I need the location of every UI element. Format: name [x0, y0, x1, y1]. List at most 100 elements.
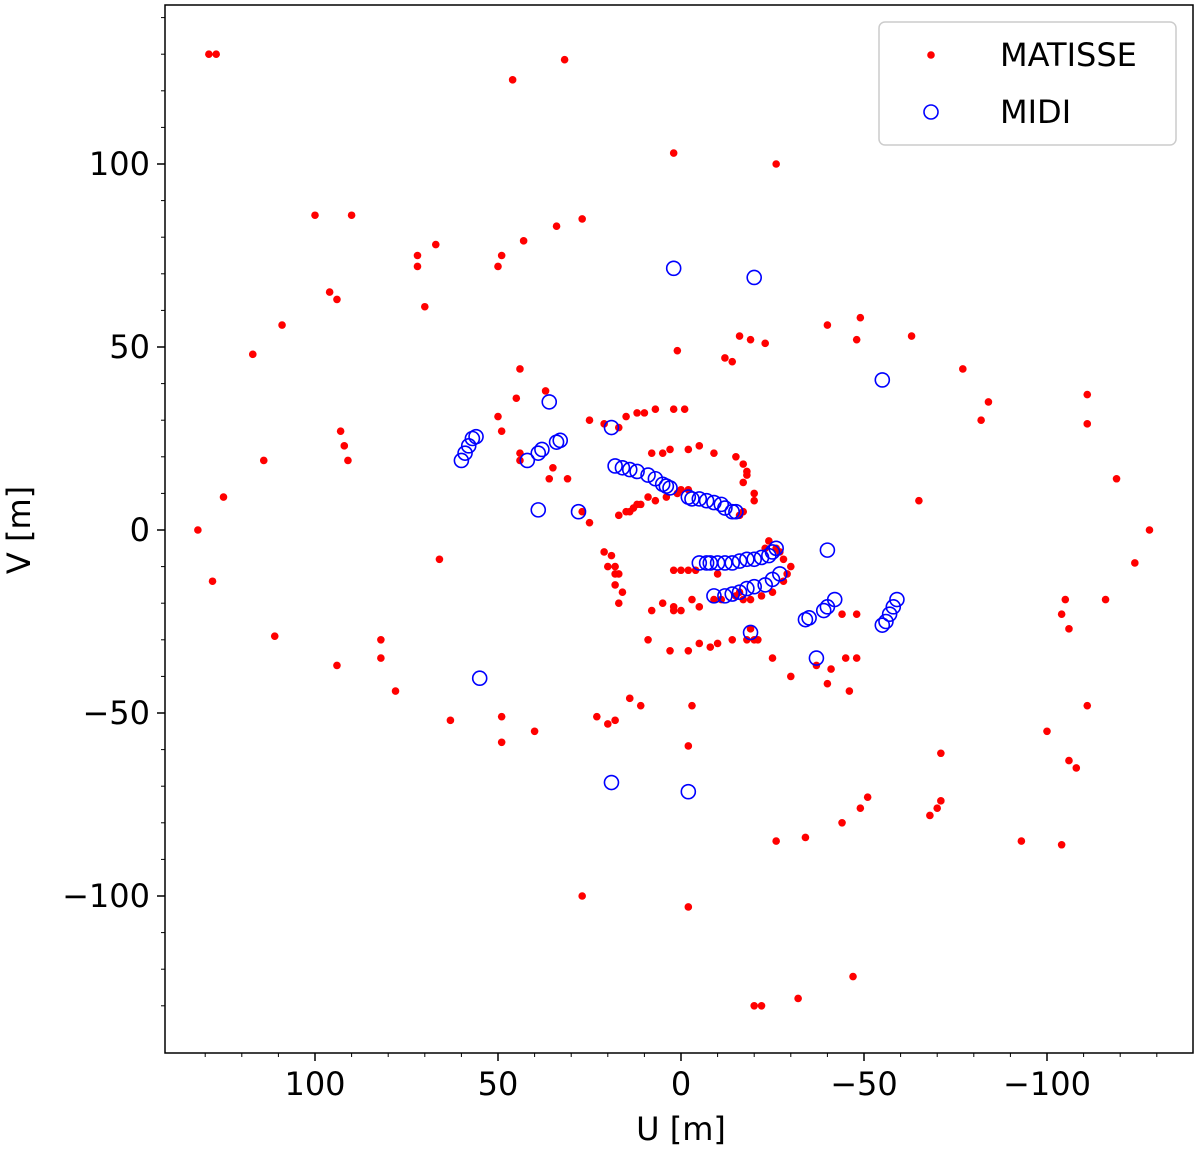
midi-point — [570, 503, 587, 520]
matisse-point — [549, 463, 557, 472]
matisse-point — [644, 636, 652, 644]
midi-point — [819, 599, 836, 615]
matisse-point — [669, 566, 678, 575]
ticks-layer: 100 50 0 −50 −100 100 50 0 −50 −100 — [62, 17, 1158, 1103]
matisse-point — [684, 742, 693, 750]
midi-point — [739, 580, 755, 597]
midi-point — [885, 599, 902, 615]
matisse-point — [347, 211, 356, 220]
midi-point — [797, 611, 814, 628]
midi-point — [713, 496, 730, 513]
midi-point — [724, 503, 741, 520]
midi-point — [552, 432, 569, 449]
matisse-point — [761, 339, 769, 348]
midi-point — [471, 670, 488, 687]
midi-point — [662, 480, 678, 496]
legend-label-matisse: MATISSE — [1000, 36, 1137, 74]
matisse-point — [604, 720, 612, 728]
y-tick-label: 50 — [109, 328, 150, 366]
matisse-point — [1057, 610, 1066, 618]
matisse-point — [413, 251, 422, 260]
matisse-point — [673, 346, 682, 355]
midi-point — [691, 555, 708, 571]
matisse-point — [937, 797, 945, 805]
matisse-point — [845, 687, 854, 695]
matisse-point — [194, 526, 202, 534]
matisse-point — [622, 412, 630, 421]
midi-point — [457, 445, 473, 461]
matisse-point — [852, 610, 861, 618]
matisse-point — [984, 398, 993, 406]
matisse-point — [413, 262, 422, 271]
matisse-point — [746, 335, 755, 344]
matisse-point — [684, 566, 693, 575]
matisse-point — [669, 405, 678, 414]
matisse-point — [545, 474, 554, 483]
matisse-point — [497, 712, 506, 721]
matisse-point — [746, 625, 755, 633]
matisse-point — [651, 496, 660, 505]
matisse-point — [563, 474, 572, 483]
matisse-point — [684, 646, 693, 655]
matisse-point — [1065, 756, 1073, 765]
matisse-point — [959, 365, 967, 373]
midi-point — [709, 555, 726, 571]
midi-point — [614, 459, 631, 476]
matisse-point — [849, 972, 857, 981]
matisse-point — [841, 654, 850, 662]
matisse-point — [772, 160, 780, 168]
matisse-point — [578, 215, 586, 223]
matisse-point — [1061, 595, 1070, 604]
matisse-point — [578, 892, 586, 900]
matisse-point — [907, 332, 916, 340]
legend-box — [878, 21, 1177, 146]
midi-point — [603, 774, 620, 791]
matisse-point — [1065, 625, 1073, 633]
matisse-point — [680, 405, 689, 414]
matisse-point — [607, 551, 616, 560]
matisse-point — [578, 507, 586, 516]
matisse-point — [497, 251, 506, 260]
midi-point — [728, 503, 744, 520]
matisse-point — [750, 1002, 758, 1010]
matisse-point — [1083, 420, 1092, 428]
matisse-point — [728, 636, 737, 644]
matisse-point — [1112, 474, 1121, 483]
matisse-point — [593, 712, 601, 721]
plot-frame — [164, 4, 1194, 1054]
matisse-point — [915, 496, 923, 505]
matisse-point — [787, 562, 795, 571]
matisse-point — [1101, 595, 1110, 604]
matisse-point — [713, 570, 722, 578]
midi-point — [889, 591, 905, 608]
matisse-point — [1017, 837, 1026, 845]
matisse-point — [669, 606, 678, 615]
matisse-point — [647, 606, 656, 615]
x-tick-label: 50 — [478, 1065, 519, 1103]
matisse-point — [494, 262, 502, 271]
midi-point — [530, 502, 547, 518]
y-axis-label: V [m] — [0, 486, 38, 574]
matisse-point — [212, 50, 220, 58]
matisse-point — [259, 456, 268, 465]
midi-point — [874, 617, 891, 633]
matisse-point — [688, 595, 696, 604]
matisse-point — [926, 811, 934, 820]
matisse-point — [278, 321, 286, 329]
matisse-point — [560, 55, 569, 64]
matisse-point — [823, 679, 832, 688]
matisse-point — [508, 76, 517, 84]
matisse-point — [856, 804, 865, 812]
matisse-point — [732, 453, 740, 461]
matisse-point — [311, 211, 319, 220]
matisse-point — [208, 577, 217, 586]
matisse-point — [838, 610, 846, 618]
matisse-point — [497, 738, 506, 747]
matisse-point — [377, 654, 385, 662]
matisse-point — [757, 592, 766, 600]
matisse-point — [333, 295, 341, 304]
matisse-point — [695, 603, 704, 611]
matisse-point — [614, 599, 623, 607]
matisse-point — [666, 445, 674, 454]
midi-point — [621, 461, 638, 478]
